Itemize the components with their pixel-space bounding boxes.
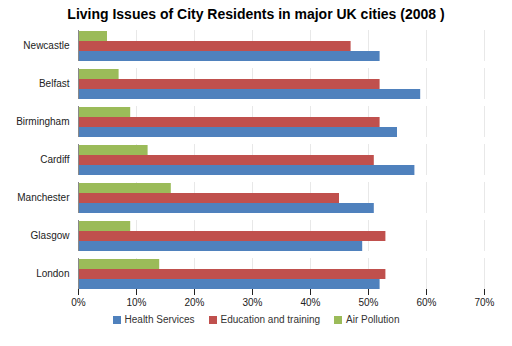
svg-text:70%: 70% <box>474 297 494 308</box>
svg-text:Cardiff: Cardiff <box>40 154 69 165</box>
html-text:Air Pollution: Air Pollution <box>346 314 400 325</box>
html-text:Education and training: Education and training <box>220 314 321 325</box>
svg-text:Belfast: Belfast <box>39 78 70 89</box>
svg-text:Manchester: Manchester <box>17 192 70 203</box>
svg-text:50%: 50% <box>358 297 378 308</box>
html-text:Living Issues of City Resident: Living Issues of City Residents in major… <box>67 6 445 22</box>
svg-text:0%: 0% <box>71 297 86 308</box>
svg-text:Birmingham: Birmingham <box>16 116 69 127</box>
svg-text:30%: 30% <box>242 297 262 308</box>
svg-text:10%: 10% <box>126 297 146 308</box>
svg-text:60%: 60% <box>416 297 436 308</box>
svg-text:Glasgow: Glasgow <box>31 230 71 241</box>
svg-text:20%: 20% <box>184 297 204 308</box>
svg-text:London: London <box>36 268 69 279</box>
html-text:Health Services: Health Services <box>124 314 195 325</box>
svg-text:Newcastle: Newcastle <box>23 40 70 51</box>
svg-text:40%: 40% <box>300 297 320 308</box>
